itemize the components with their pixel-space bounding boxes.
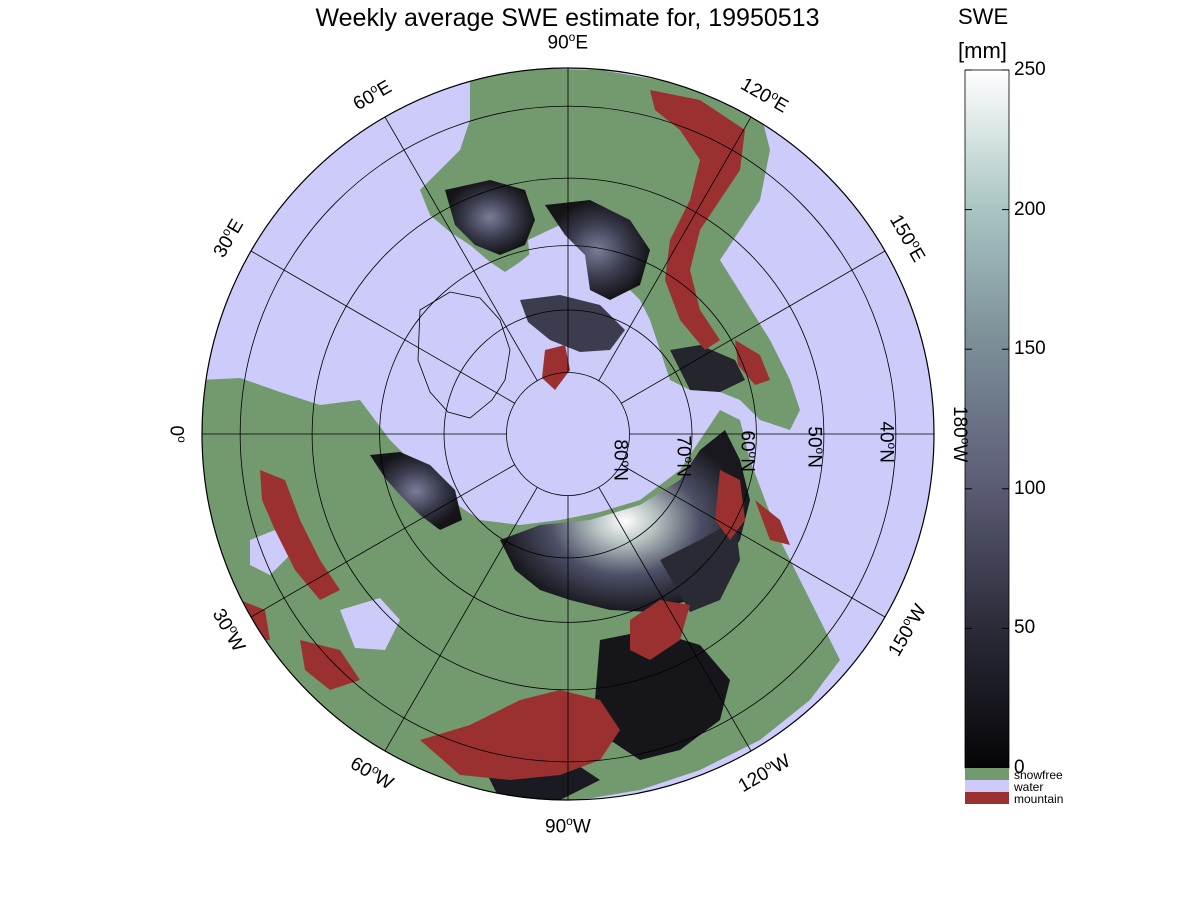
legend-swatch-mountain (965, 792, 1009, 804)
mountain-kamchatka (755, 500, 790, 545)
mountain-europe (260, 470, 340, 600)
degree-symbol: o (885, 442, 900, 449)
colorbar-tick-label: 250 (1014, 59, 1046, 80)
latitude-label-suffix: N (736, 458, 758, 473)
mountain-ellesmere (542, 345, 570, 390)
latitude-label: 40oN (875, 421, 899, 463)
latitude-label-value: 70 (672, 435, 694, 457)
latitude-label: 70oN (671, 435, 695, 477)
meridian--150 (621, 464, 886, 618)
colorbar-title: SWE [mm] (958, 4, 1008, 64)
colorbar-title-line2: [mm] (958, 38, 1007, 63)
mountain-rockies (650, 90, 745, 350)
degree-symbol: o (681, 456, 696, 464)
latitude-label-value: 60 (736, 430, 758, 452)
colorbar-ramp (964, 69, 1010, 769)
latitude-label-value: 50 (803, 426, 825, 448)
longitude-label-value: 180 (949, 406, 970, 438)
meridian-120 (598, 116, 752, 381)
longitude-label-suffix: W (949, 444, 970, 463)
latitude-label: 60oN (736, 431, 760, 473)
meridian-60 (384, 116, 538, 381)
mountain-alaska (735, 340, 770, 385)
mountain-tibet (420, 690, 620, 780)
degree-symbol: o (813, 447, 828, 454)
longitude-label: 0o (164, 426, 188, 443)
longitude-label-suffix: E (575, 32, 589, 54)
meridian--60 (384, 487, 538, 752)
longitude-label-suffix: W (572, 816, 591, 838)
latitude-label-suffix: N (803, 453, 825, 468)
latitude-label-value: 40 (875, 421, 897, 443)
meridian-150 (621, 250, 886, 404)
latitude-label-suffix: N (609, 467, 631, 482)
snow-scandinavia (370, 452, 462, 530)
longitude-label-value: 90 (547, 32, 569, 54)
colorbar-tick-label: 0 (1014, 757, 1025, 778)
inland-sea-2 (250, 530, 290, 575)
latitude-label: 80oN (609, 440, 633, 482)
colorbar-title-line1: SWE (958, 4, 1009, 29)
legend-swatch-snowfree (965, 768, 1009, 780)
colorbar-tick-label: 50 (1014, 617, 1036, 639)
map-border (201, 67, 935, 801)
longitude-label: 180oW (948, 406, 972, 462)
mountain-caucasus (300, 640, 360, 690)
longitude-label-value: 0 (164, 425, 186, 437)
latitude-label-suffix: N (875, 448, 897, 463)
snow-canada-east (545, 200, 650, 300)
degree-symbol: o (174, 436, 189, 443)
legend-swatch-water (965, 780, 1009, 792)
latitude-label: 50oN (803, 426, 827, 468)
latitude-label-value: 80 (609, 439, 631, 461)
mountain-siberia-east (715, 470, 745, 540)
colorbar-tick-label: 150 (1014, 338, 1046, 360)
longitude-label-value: 90 (545, 816, 567, 838)
legend-label: snowfree (1014, 768, 1063, 782)
meridian--120 (598, 487, 752, 752)
snow-east-siberia (660, 520, 740, 612)
latitude-label-suffix: N (672, 463, 694, 477)
degree-symbol: o (566, 814, 573, 828)
greenland (417, 291, 511, 419)
longitude-label: 90oW (545, 814, 591, 838)
meridian--30 (250, 464, 515, 618)
colorbar-tick-label: 200 (1014, 198, 1046, 220)
snow-central-asia (595, 630, 730, 760)
legend-label: water (1014, 780, 1044, 794)
map-title: Weekly average SWE estimate for, 1995051… (315, 4, 820, 32)
arctic-islands (520, 295, 625, 352)
longitude-label: 90oE (548, 30, 589, 54)
snow-alaska (670, 345, 745, 392)
legend-label: mountain (1014, 792, 1064, 806)
meridian-30 (250, 250, 515, 404)
degree-symbol: o (568, 30, 576, 44)
mountain-east-asia (630, 600, 690, 660)
inland-sea-1 (340, 598, 400, 650)
colorbar-tick-marks (965, 69, 1009, 769)
colorbar-tick-label: 100 (1014, 477, 1046, 499)
graticule (202, 68, 934, 800)
